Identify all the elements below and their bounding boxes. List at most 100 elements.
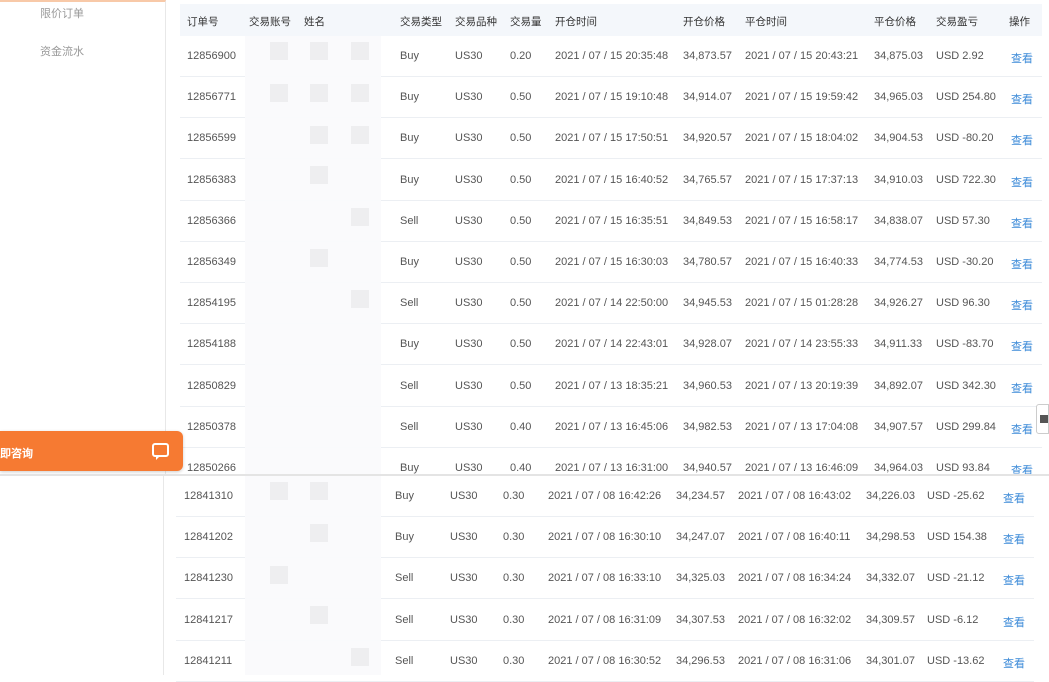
view-link[interactable]: 查看: [1011, 259, 1033, 271]
cell-type: Sell: [395, 654, 414, 667]
cell-open-time: 2021 / 07 / 15 16:30:03: [555, 256, 669, 268]
consult-chat-button[interactable]: 即咨询: [0, 431, 183, 471]
cell-close-time: 2021 / 07 / 08 16:43:02: [738, 490, 852, 502]
cell-volume: 0.30: [503, 490, 525, 502]
cell-type: Buy: [400, 50, 419, 62]
view-link[interactable]: 查看: [1003, 616, 1025, 629]
cell-pnl: USD 299.84: [936, 420, 996, 433]
cell-close-time: 2021 / 07 / 15 20:43:21: [745, 50, 859, 62]
cell-symbol: US30: [455, 132, 483, 145]
table-row: 12856349 Buy US30 0.50 2021 / 07 / 15 16:30:…: [180, 242, 1042, 283]
cell-order-no: 12856366: [187, 214, 236, 227]
cell-pnl: USD 57.30: [936, 214, 990, 227]
cell-open-price: 34,780.57: [683, 256, 732, 268]
cell-open-time: 2021 / 07 / 15 16:40:52: [555, 173, 669, 186]
view-link[interactable]: 查看: [1011, 423, 1033, 436]
table-row: 12841217 Sell US30 0.30 2021 / 07 / 08 16:31…: [176, 600, 1034, 641]
view-link[interactable]: 查看: [1003, 657, 1025, 670]
sidebar-item-limit-orders[interactable]: 限价订单: [40, 8, 84, 20]
cell-pnl: USD 254.80: [936, 91, 996, 104]
cell-type: Sell: [400, 297, 419, 310]
view-link[interactable]: 查看: [1011, 217, 1033, 230]
cell-type: Buy: [400, 132, 419, 145]
cell-order-no: 12841217: [184, 613, 233, 626]
view-link[interactable]: 查看: [1011, 300, 1033, 313]
cell-symbol: US30: [455, 173, 483, 186]
cell-close-price: 34,226.03: [866, 490, 915, 502]
view-link[interactable]: 查看: [1011, 94, 1033, 107]
cell-close-price: 34,910.03: [874, 173, 923, 186]
cell-open-time: 2021 / 07 / 14 22:43:01: [555, 338, 669, 351]
view-link[interactable]: 查看: [1011, 53, 1033, 65]
cell-open-time: 2021 / 07 / 08 16:30:10: [548, 531, 662, 544]
cell-type: Sell: [400, 420, 419, 433]
cell-open-price: 34,945.53: [683, 297, 732, 310]
cell-order-no: 12841202: [184, 531, 233, 544]
table-header: 订单号 交易账号 姓名 交易类型 交易品种 交易量 开仓时间 开仓价格 平仓时间 平仓价格 交易盈亏…: [180, 4, 1042, 36]
sidebar-item-fund-flow[interactable]: 资金流水: [40, 46, 84, 58]
view-link[interactable]: 查看: [1003, 534, 1025, 547]
cell-symbol: US30: [450, 531, 478, 544]
cell-pnl: USD 96.30: [936, 297, 990, 310]
cell-open-time: 2021 / 07 / 15 17:50:51: [555, 132, 669, 145]
cell-order-no: 12854188: [187, 338, 236, 351]
cell-order-no: 12856349: [187, 256, 236, 268]
cell-open-price: 34,247.07: [676, 531, 725, 544]
cell-volume: 0.40: [510, 462, 532, 474]
view-link[interactable]: 查看: [1011, 341, 1033, 354]
cell-order-no: 12850829: [187, 379, 236, 392]
cell-close-time: 2021 / 07 / 15 18:04:02: [745, 132, 859, 145]
cell-open-price: 34,928.07: [683, 338, 732, 351]
cell-volume: 0.50: [510, 338, 532, 351]
cell-open-time: 2021 / 07 / 08 16:33:10: [548, 572, 662, 585]
table-row: 12850266 Buy US30 0.40 2021 / 07 / 13 16:31:…: [180, 448, 1042, 474]
cell-close-price: 34,301.07: [866, 654, 915, 667]
cell-symbol: US30: [455, 91, 483, 104]
cell-pnl: USD -6.12: [927, 613, 979, 626]
cell-type: Buy: [400, 256, 419, 268]
cell-pnl: USD -30.20: [936, 256, 994, 268]
cell-volume: 0.50: [510, 379, 532, 392]
view-link[interactable]: 查看: [1003, 575, 1025, 588]
cell-close-time: 2021 / 07 / 15 16:58:17: [745, 214, 859, 227]
cell-close-price: 34,964.03: [874, 462, 923, 474]
side-float-button[interactable]: [1036, 404, 1049, 434]
cell-order-no: 12856383: [187, 173, 236, 186]
cell-symbol: US30: [450, 572, 478, 585]
cell-pnl: USD -80.20: [936, 132, 994, 145]
cell-order-no: 12841211: [184, 654, 233, 667]
cell-open-price: 34,234.57: [676, 490, 725, 502]
view-link[interactable]: 查看: [1011, 135, 1033, 148]
view-link[interactable]: 查看: [1011, 176, 1033, 189]
table-row: 12856366 Sell US30 0.50 2021 / 07 / 15 16:35…: [180, 201, 1042, 242]
cell-open-price: 34,940.57: [683, 462, 732, 474]
header-name: 姓名: [304, 16, 325, 28]
cell-open-time: 2021 / 07 / 15 20:35:48: [555, 50, 669, 62]
cell-symbol: US30: [450, 613, 478, 626]
cell-open-time: 2021 / 07 / 13 18:35:21: [555, 379, 669, 392]
cell-open-price: 34,873.57: [683, 50, 732, 62]
table-row: 12856900 Buy US30 0.20 2021 / 07 / 15 20:35:…: [180, 36, 1042, 77]
table-row: 12854195 Sell US30 0.50 2021 / 07 / 14 22:50…: [180, 283, 1042, 325]
cell-pnl: USD 2.92: [936, 50, 984, 62]
cell-open-time: 2021 / 07 / 15 19:10:48: [555, 91, 669, 104]
view-link[interactable]: 查看: [1003, 493, 1025, 505]
sidebar: 限价订单 资金流水: [0, 0, 166, 474]
cell-order-no: 12856599: [187, 132, 236, 145]
cell-close-time: 2021 / 07 / 15 17:37:13: [745, 173, 859, 186]
view-link[interactable]: 查看: [1011, 382, 1033, 395]
cell-pnl: USD 93.84: [936, 462, 990, 474]
chat-bubble-icon: [152, 443, 169, 460]
cell-volume: 0.20: [510, 50, 532, 62]
cell-open-time: 2021 / 07 / 13 16:31:00: [555, 462, 669, 474]
cell-open-time: 2021 / 07 / 08 16:42:26: [548, 490, 662, 502]
cell-close-price: 34,911.33: [874, 338, 923, 351]
cell-symbol: US30: [455, 462, 483, 474]
cell-open-price: 34,960.53: [683, 379, 732, 392]
table-row: 12841310 Buy US30 0.30 2021 / 07 / 08 16:42:…: [176, 476, 1034, 517]
cell-open-price: 34,982.53: [683, 420, 732, 433]
cell-close-price: 34,298.53: [866, 531, 915, 544]
view-link[interactable]: 查看: [1011, 465, 1033, 474]
cell-symbol: US30: [455, 297, 483, 310]
cell-type: Buy: [400, 173, 419, 186]
